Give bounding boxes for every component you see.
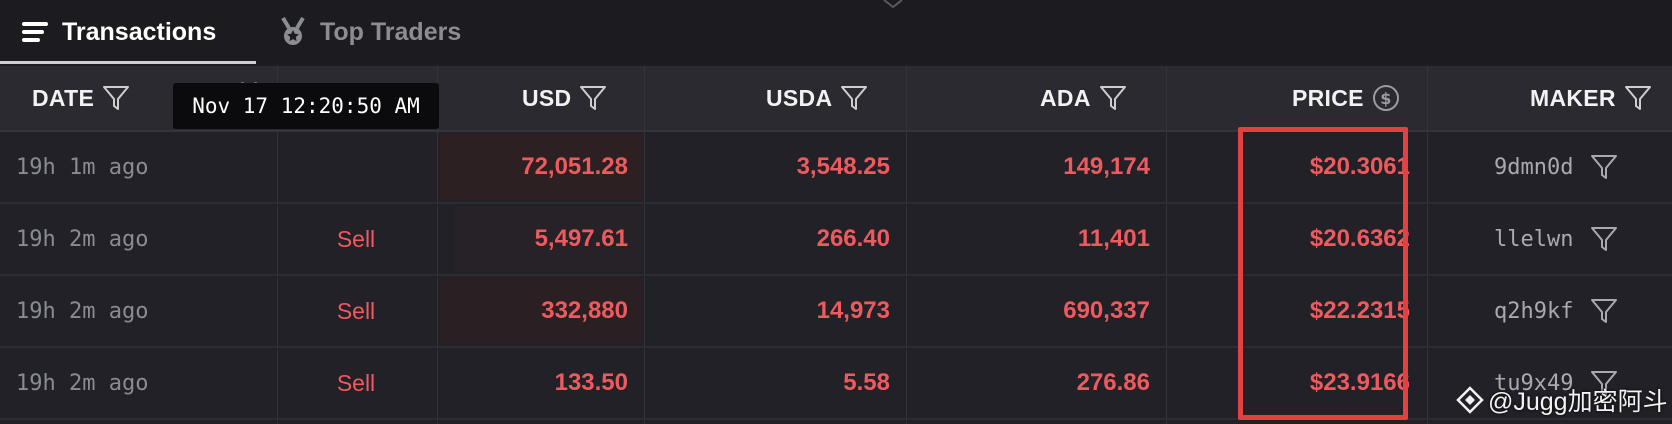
date-cell: 19h 2m ago [16,226,149,252]
header-maker: MAKER [1530,66,1652,130]
price-cell: $20.3061 [1309,153,1410,180]
date-cell: 19h 1m ago [16,154,149,180]
ada-cell: 11,401 [1077,225,1150,252]
filter-icon[interactable] [1624,84,1652,112]
filter-icon[interactable] [1099,84,1127,112]
table-row[interactable]: 19h 1m ago 72,051.28 3,548.25 149,174 $2… [0,132,1672,204]
filter-icon[interactable] [840,84,868,112]
header-maker-label: MAKER [1530,84,1616,111]
maker-cell[interactable]: q2h9kf [1494,298,1574,324]
watermark-text: @Jugg加密阿斗 [1488,388,1668,416]
tab-top-traders[interactable]: Top Traders [278,0,461,64]
usda-cell: 5.58 [843,369,890,396]
header-date-label: DATE [32,84,95,111]
active-tab-underline [0,61,256,64]
filter-icon[interactable] [102,84,130,112]
column-divider [1427,66,1428,424]
timestamp-tooltip: Nov 17 12:20:50 AM [173,83,439,129]
header-ada-label: ADA [1040,84,1091,111]
type-cell: Sell [336,297,376,324]
filter-icon[interactable] [1590,369,1618,397]
type-cell: Sell [336,225,376,252]
ada-cell: 690,337 [1063,297,1150,324]
filter-icon[interactable] [1590,297,1618,325]
maker-cell[interactable]: 9dmn0d [1494,154,1574,180]
header-usda: USDA [766,66,868,130]
table-row[interactable]: 19h 2m ago Sell 5,497.61 266.40 11,401 $… [0,204,1672,276]
header-date: DATE [32,66,130,130]
header-usd-label: USD [522,84,572,111]
diamond-logo-icon [1456,386,1484,414]
table-row[interactable]: 19h 2m ago Sell 133.50 5.58 276.86 $23.9… [0,348,1672,420]
header-price-label: PRICE [1292,84,1364,111]
maker-cell[interactable]: tu9x49 [1494,370,1574,396]
column-divider [644,66,645,424]
volume-bar [440,134,642,200]
watermark: @Jugg加密阿斗 [1456,380,1668,420]
price-highlight-box [1238,127,1408,420]
column-divider [1166,66,1167,424]
tab-transactions-label: Transactions [62,17,217,46]
date-cell: 19h 2m ago [16,298,149,324]
price-cell: $20.6362 [1309,225,1410,252]
tab-transactions[interactable]: Transactions [0,0,256,64]
dollar-coin-icon[interactable]: $ [1372,84,1400,112]
filter-icon[interactable] [1590,225,1618,253]
usd-cell: 5,497.61 [534,225,628,252]
medal-icon [278,17,308,47]
usd-cell: 133.50 [554,369,628,396]
ada-cell: 149,174 [1063,153,1150,180]
type-cell: Sell [336,369,376,396]
column-divider [906,66,907,424]
header-usda-label: USDA [766,84,833,111]
chevron-down-icon[interactable] [880,0,906,8]
ada-cell: 276.86 [1076,369,1150,396]
maker-cell[interactable]: llelwn [1494,226,1574,252]
usda-cell: 266.40 [816,225,890,252]
header-price: PRICE $ [1292,66,1400,130]
usda-cell: 3,548.25 [796,153,890,180]
filter-icon[interactable] [579,84,607,112]
volume-bar [454,206,642,272]
type-cell [276,132,436,202]
price-cell: $23.9166 [1309,369,1410,396]
volume-bar [440,278,642,344]
menu-icon [20,17,50,47]
tab-top-traders-label: Top Traders [320,17,462,46]
header-usd: USD [522,66,607,130]
table-row[interactable]: 19h 2m ago Sell 332,880 14,973 690,337 $… [0,276,1672,348]
usd-cell: 72,051.28 [521,153,628,180]
header-ada: ADA [1040,66,1127,130]
svg-text:$: $ [1380,89,1391,108]
date-cell: 19h 2m ago [16,370,149,396]
usd-cell: 332,880 [541,297,628,324]
column-divider [437,66,438,424]
tab-bar: Transactions Top Traders [0,0,1672,64]
column-divider [277,66,278,424]
filter-icon[interactable] [1590,153,1618,181]
price-cell: $22.2315 [1309,297,1410,324]
usda-cell: 14,973 [816,297,890,324]
